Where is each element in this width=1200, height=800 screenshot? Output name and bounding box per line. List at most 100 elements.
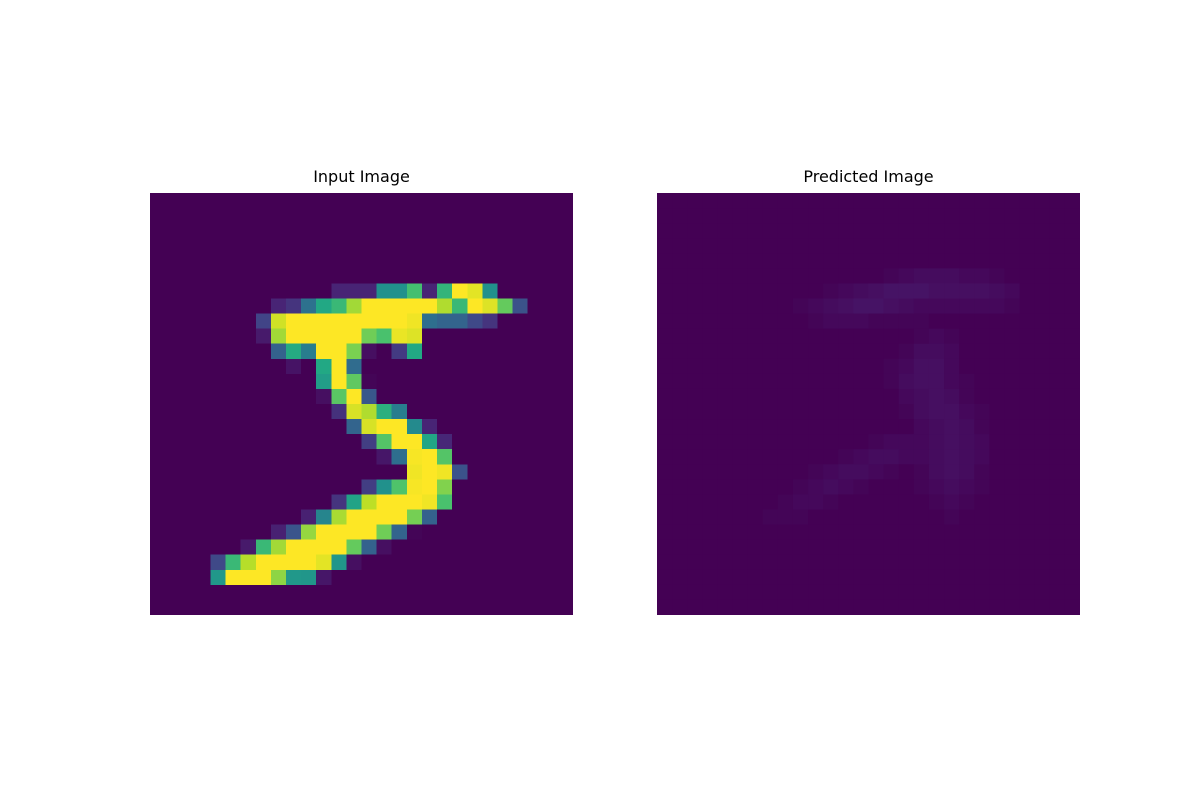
input-pixel-r12-c17 [406,373,423,390]
predicted-pixel-r22-c25 [1034,524,1051,540]
predicted-pixel-r3-c21 [974,238,990,254]
predicted-pixel-r12-c7 [762,373,779,390]
input-pixel-r5-c10 [301,268,317,284]
predicted-pixel-r20-c26 [1049,494,1066,510]
predicted-pixel-r13-c4 [717,388,733,405]
predicted-pixel-r24-c9 [792,554,809,571]
input-pixel-r13-c11 [316,388,332,405]
predicted-pixel-r5-c27 [1064,268,1080,284]
predicted-pixel-r4-c25 [1034,253,1051,269]
predicted-pixel-r10-c24 [1019,343,1035,360]
predicted-pixel-r0-c20 [959,193,975,209]
predicted-pixel-r6-c12 [838,283,854,299]
predicted-pixel-r25-c22 [989,569,1005,586]
input-image-title: Input Image [313,167,410,186]
predicted-pixel-r14-c18 [928,404,945,420]
input-pixel-r14-c21 [467,404,483,420]
predicted-pixel-r12-c21 [974,373,990,390]
input-pixel-r20-c22 [482,494,498,510]
input-pixel-r23-c24 [512,539,528,556]
input-pixel-r12-c11 [316,373,332,390]
predicted-pixel-r25-c3 [702,569,718,586]
predicted-pixel-r5-c12 [838,268,854,284]
predicted-pixel-r6-c25 [1034,283,1051,299]
predicted-pixel-r12-c3 [702,373,718,390]
input-pixel-r0-c1 [165,193,181,209]
input-pixel-r16-c4 [210,434,226,450]
input-pixel-r4-c15 [376,253,393,269]
predicted-pixel-r9-c9 [792,328,809,345]
predicted-pixel-r15-c3 [702,419,718,435]
input-pixel-r7-c17 [406,298,423,314]
input-pixel-r25-c9 [285,569,302,586]
predicted-pixel-r2-c18 [928,223,945,239]
input-pixel-r3-c0 [150,238,166,254]
input-pixel-r26-c7 [255,584,272,601]
input-pixel-r23-c15 [376,539,393,556]
input-pixel-r15-c11 [316,419,332,435]
input-pixel-r6-c24 [512,283,528,299]
predicted-pixel-r2-c0 [657,223,673,239]
predicted-pixel-r15-c9 [792,419,809,435]
predicted-pixel-r16-c11 [823,434,839,450]
input-pixel-r13-c2 [180,388,196,405]
input-pixel-r4-c18 [421,253,438,269]
input-pixel-r16-c24 [512,434,528,450]
input-pixel-r4-c11 [316,253,332,269]
input-pixel-r9-c24 [512,328,528,345]
predicted-pixel-r3-c0 [657,238,673,254]
input-pixel-r20-c10 [301,494,317,510]
input-pixel-r7-c27 [557,298,573,314]
predicted-pixel-r17-c6 [747,449,764,465]
predicted-pixel-r25-c0 [657,569,673,586]
input-pixel-r4-c4 [210,253,226,269]
input-pixel-r14-c15 [376,404,393,420]
predicted-pixel-r0-c24 [1019,193,1035,209]
input-pixel-r7-c1 [165,298,181,314]
input-pixel-r10-c23 [497,343,513,360]
predicted-pixel-r16-c7 [762,434,779,450]
predicted-pixel-r13-c18 [928,388,945,405]
input-pixel-r11-c7 [255,358,272,375]
input-pixel-r3-c7 [255,238,272,254]
input-pixel-r25-c0 [150,569,166,586]
input-pixel-r18-c2 [180,464,196,480]
input-pixel-r16-c2 [180,434,196,450]
predicted-pixel-r4-c19 [944,253,960,269]
predicted-pixel-r27-c19 [944,599,960,615]
input-pixel-r9-c22 [482,328,498,345]
predicted-pixel-r26-c4 [717,584,733,601]
predicted-pixel-r24-c25 [1034,554,1051,571]
input-pixel-r0-c17 [406,193,423,209]
input-pixel-r23-c12 [331,539,347,556]
predicted-pixel-r10-c23 [1004,343,1020,360]
input-pixel-r1-c6 [240,208,257,224]
predicted-pixel-r0-c2 [687,193,703,209]
predicted-pixel-r27-c13 [853,599,869,615]
predicted-pixel-r3-c19 [944,238,960,254]
input-pixel-r23-c27 [557,539,573,556]
predicted-pixel-r22-c12 [838,524,854,540]
input-pixel-r17-c6 [240,449,257,465]
input-pixel-r1-c15 [376,208,393,224]
input-pixel-r5-c27 [557,268,573,284]
predicted-pixel-r1-c24 [1019,208,1035,224]
predicted-pixel-r3-c16 [898,238,915,254]
input-pixel-r19-c5 [225,479,241,495]
predicted-pixel-r14-c24 [1019,404,1035,420]
predicted-pixel-r15-c6 [747,419,764,435]
input-pixel-r4-c10 [301,253,317,269]
input-pixel-r20-c25 [527,494,544,510]
input-pixel-r21-c16 [391,509,408,525]
input-pixel-r24-c16 [391,554,408,571]
input-pixel-r17-c1 [165,449,181,465]
input-pixel-r0-c0 [150,193,166,209]
input-pixel-r24-c4 [210,554,226,571]
input-pixel-r7-c26 [542,298,559,314]
predicted-pixel-r5-c8 [777,268,794,284]
input-pixel-r7-c6 [240,298,257,314]
input-pixel-r7-c21 [467,298,483,314]
input-pixel-r15-c7 [255,419,272,435]
predicted-pixel-r12-c8 [777,373,794,390]
input-pixel-r12-c4 [210,373,226,390]
